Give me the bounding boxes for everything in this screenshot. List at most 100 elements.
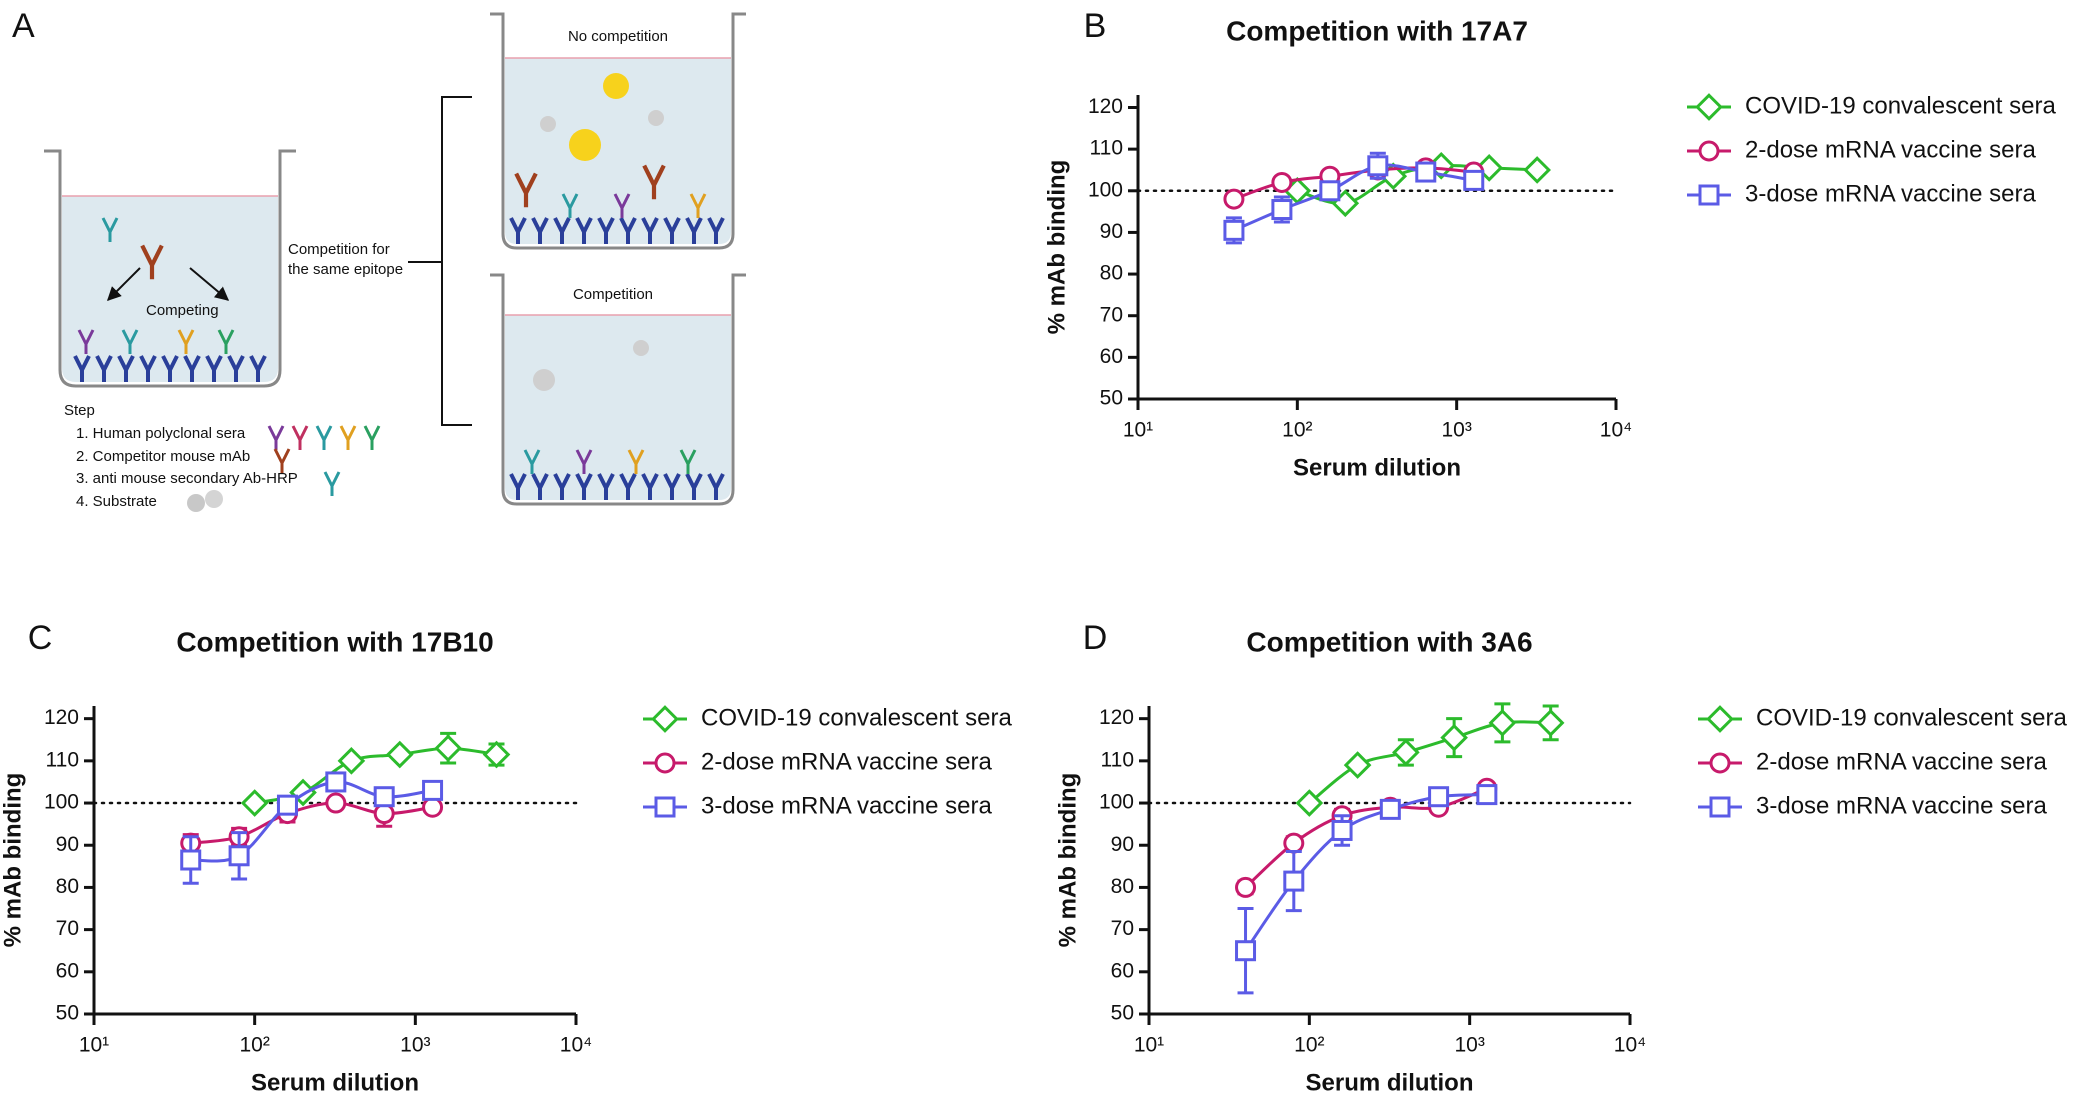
marker [1392,738,1420,767]
y-tick-label: 60 [1100,345,1123,368]
chart-title: Competition with 3A6 [1246,626,1532,657]
well [490,273,746,506]
well-label: Competition [573,286,653,303]
y-tick-label: 110 [1090,137,1123,160]
fit-curve [1244,793,1487,952]
bracket-label: the same epitope [288,261,403,278]
y-tick-label: 50 [1111,1002,1134,1025]
marker [1223,219,1245,241]
panel-label: A [12,7,35,45]
marker [1319,180,1341,202]
legend-marker [1698,140,1720,162]
marker [1283,832,1305,854]
y-tick-label: 120 [1088,95,1123,118]
x-tick-label: 10¹ [79,1034,109,1057]
legend-label: COVID-19 convalescent sera [1756,704,2067,731]
panel-label: D [1083,619,1108,657]
marker [482,740,511,769]
x-tick-label: 10² [239,1034,269,1057]
x-tick-label: 10³ [400,1034,430,1057]
y-tick-label: 80 [1100,262,1123,285]
x-axis-label: Serum dilution [1293,454,1461,481]
y-tick-label: 100 [1088,178,1123,201]
legend-marker [1709,752,1731,774]
antigens [509,73,725,246]
liquid [505,58,731,244]
legend-label: 2-dose mRNA vaccine sera [1745,136,2036,163]
marker [180,849,202,871]
x-tick-label: 10⁴ [1600,419,1632,442]
y-tick-label: 120 [1099,706,1134,729]
marker [1283,870,1305,892]
y-tick-label: 110 [46,748,79,771]
step: 2. Competitor mouse mAb [76,448,250,465]
y-tick-label: 90 [1111,833,1134,856]
y-tick-label: 50 [1100,387,1123,410]
x-tick-label: 10² [1294,1034,1324,1057]
legend-icons [187,424,381,512]
x-tick-label: 10³ [1454,1034,1484,1057]
marker [1235,876,1257,898]
competing-label: Competing [146,302,219,319]
well [44,149,296,388]
marker [385,740,414,769]
well-label: No competition [568,28,668,45]
marker [1295,789,1324,817]
y-tick-label: 90 [56,833,79,856]
y-tick-label: 100 [1099,791,1134,814]
marker [325,792,347,814]
marker [1475,154,1504,182]
legend-label: 3-dose mRNA vaccine sera [1756,792,2047,819]
antigens [509,340,725,502]
y-tick-label: 60 [56,959,79,982]
marker [1367,155,1389,177]
step: 4. Substrate [76,493,157,510]
x-axis-label: Serum dilution [1306,1069,1474,1096]
y-tick-label: 100 [44,791,79,814]
arrow [189,267,230,301]
legend-label: 2-dose mRNA vaccine sera [701,748,992,775]
marker [1428,786,1450,808]
y-tick-label: 80 [56,875,79,898]
y-tick-label: 70 [56,917,79,940]
marker [1488,709,1517,737]
x-tick-label: 10¹ [1134,1034,1164,1057]
marker [1343,751,1372,779]
legend-marker [651,705,679,733]
legend-marker [1706,705,1734,733]
marker [1235,940,1257,962]
legend-label: 2-dose mRNA vaccine sera [1756,748,2047,775]
fit-curve [1233,163,1475,232]
y-tick-label: 110 [1101,748,1134,771]
marker [325,771,347,793]
chart-title: Competition with 17B10 [176,626,493,657]
marker [1331,819,1353,841]
marker [422,796,444,818]
panel-label: B [1084,7,1107,45]
legend-marker [654,752,676,774]
marker [276,794,298,816]
marker [1463,169,1485,191]
legend-label: 3-dose mRNA vaccine sera [1745,180,2036,207]
marker [1223,188,1245,210]
panel-label: C [28,619,53,657]
x-axis-label: Serum dilution [251,1069,419,1096]
y-tick-label: 90 [1100,220,1123,243]
marker [240,789,269,817]
liquid [62,196,278,382]
marker [1379,798,1401,820]
fit-curve [190,801,433,845]
well [490,12,746,250]
marker [373,803,395,825]
marker [422,779,444,801]
legend-marker [1695,93,1723,121]
legend-label: COVID-19 convalescent sera [701,704,1012,731]
y-tick-label: 60 [1111,959,1134,982]
marker [1440,723,1468,752]
legend-marker [1709,796,1731,818]
y-tick-label: 120 [44,706,79,729]
marker [337,747,366,775]
marker [1271,199,1293,221]
marker [373,786,395,808]
